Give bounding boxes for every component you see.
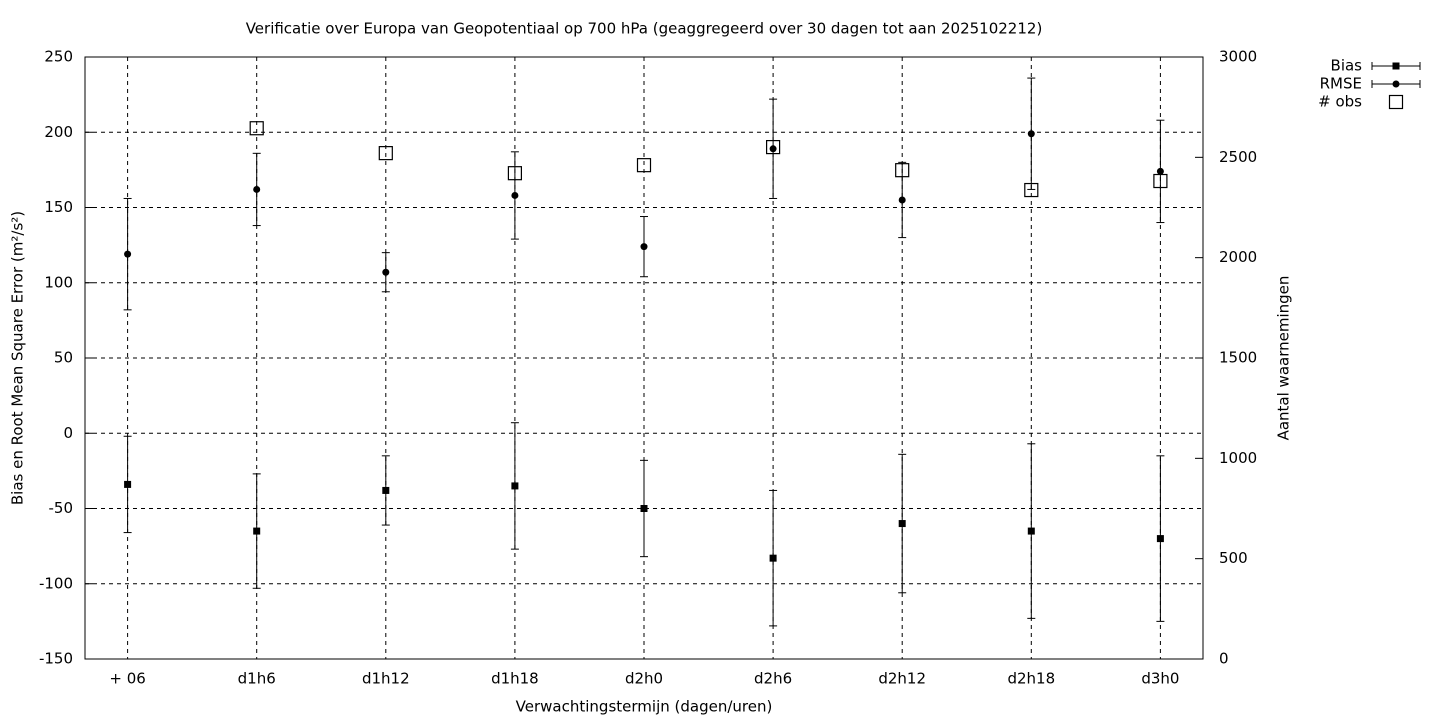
point	[1153, 173, 1168, 189]
x-tick-label: + 06	[109, 670, 145, 688]
y2-tick-label: 3000	[1219, 48, 1257, 66]
point	[769, 145, 777, 153]
chart-title: Verificatie over Europa van Geopotentiaa…	[246, 20, 1043, 38]
point	[1024, 182, 1039, 198]
x-tick-label: d1h12	[362, 670, 410, 688]
x-tick-label: d2h12	[878, 670, 926, 688]
y-axis-label: Bias en Root Mean Square Error (m²/s²)	[9, 211, 27, 505]
point	[765, 139, 781, 155]
y2-tick-label: 1000	[1219, 449, 1257, 467]
y2-tick-label: 500	[1219, 549, 1248, 567]
y-tick-label: 100	[44, 273, 73, 291]
y2-axis-label: Aantal waarnemingen	[1275, 276, 1293, 441]
point	[898, 196, 906, 204]
y-tick-label: 0	[63, 424, 73, 442]
point	[253, 185, 261, 193]
y-tick-label: -50	[49, 499, 74, 517]
point	[507, 166, 523, 181]
y2-tick-label: 1500	[1219, 349, 1257, 367]
x-tick-label: d1h18	[491, 670, 539, 688]
point	[640, 505, 648, 512]
point	[382, 268, 390, 276]
y-tick-label: 200	[44, 123, 73, 141]
legend-marker	[1388, 94, 1404, 110]
legend-label: Bias	[1331, 57, 1363, 75]
legend-marker	[1392, 80, 1400, 88]
point	[640, 243, 648, 251]
point	[382, 486, 390, 494]
x-tick-label: d2h6	[754, 670, 792, 688]
point	[1156, 535, 1164, 543]
x-tick-label: d2h0	[625, 670, 663, 688]
point	[249, 121, 264, 136]
point	[1027, 130, 1035, 138]
y2-tick-label: 2000	[1219, 248, 1257, 266]
point	[124, 250, 132, 258]
legend-marker	[1392, 62, 1400, 70]
y-tick-label: 50	[54, 349, 73, 367]
y-tick-label: -100	[39, 574, 73, 592]
y2-tick-label: 0	[1219, 650, 1229, 668]
legend-label: RMSE	[1320, 75, 1362, 93]
x-tick-label: d2h18	[1007, 670, 1055, 688]
x-tick-label: d3h0	[1141, 670, 1179, 688]
y-tick-label: 150	[44, 198, 73, 216]
x-tick-label: d1h6	[238, 670, 276, 688]
point	[378, 146, 393, 161]
y2-tick-label: 2500	[1219, 148, 1257, 166]
point	[898, 520, 906, 528]
point	[636, 158, 652, 173]
y-tick-label: -150	[39, 650, 73, 668]
point	[511, 482, 519, 490]
point	[1027, 527, 1035, 535]
point	[253, 527, 261, 535]
point	[1156, 167, 1164, 175]
point	[511, 191, 519, 199]
point	[769, 554, 777, 562]
point	[124, 480, 132, 488]
legend-label: # obs	[1318, 93, 1362, 111]
y-tick-label: 250	[44, 48, 73, 66]
x-axis-label: Verwachtingstermijn (dagen/uren)	[516, 698, 773, 716]
point	[895, 163, 910, 178]
